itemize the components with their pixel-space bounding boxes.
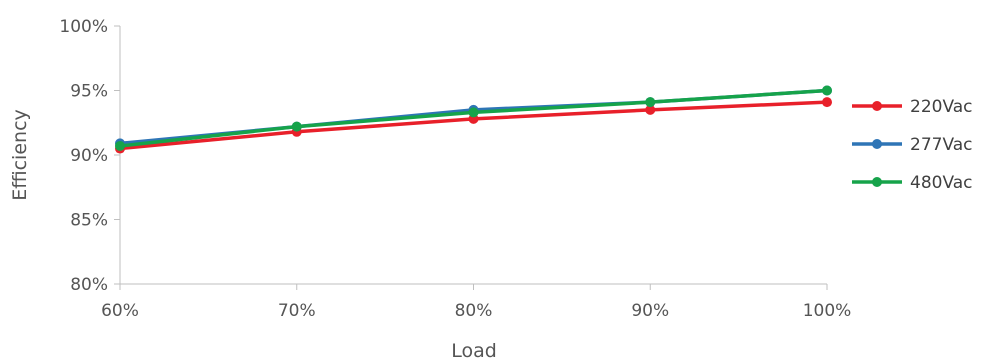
legend-item: 220Vac	[852, 97, 973, 117]
data-point	[645, 97, 656, 108]
legend-swatch-marker	[872, 139, 882, 149]
legend-swatch-marker	[872, 101, 882, 111]
legend: 220Vac 277Vac 480Vac	[852, 97, 973, 193]
series-480Vac	[115, 85, 832, 151]
y-axis-title: Efficiency	[9, 109, 31, 201]
y-tick-group: 80% 85% 90% 95% 100%	[59, 17, 120, 295]
legend-item: 277Vac	[852, 135, 973, 155]
x-tick-label: 70%	[278, 301, 316, 321]
legend-item: 480Vac	[852, 173, 973, 193]
legend-label: 480Vac	[910, 173, 973, 193]
x-tick-label: 60%	[101, 301, 139, 321]
x-tick-label: 80%	[455, 301, 493, 321]
legend-label: 220Vac	[910, 97, 973, 117]
x-tick-label: 90%	[631, 301, 669, 321]
y-tick-label: 90%	[70, 146, 108, 166]
data-point	[291, 121, 302, 132]
x-tick-label: 100%	[803, 301, 852, 321]
y-tick-label: 80%	[70, 275, 108, 295]
y-tick-label: 85%	[70, 211, 108, 231]
x-tick-group: 60% 70% 80% 90% 100%	[101, 284, 851, 321]
legend-swatch-marker	[872, 177, 882, 187]
x-axis-title: Load	[451, 340, 497, 362]
data-point	[645, 104, 656, 115]
y-tick-label: 95%	[70, 82, 108, 102]
data-point	[468, 107, 479, 118]
data-point	[822, 97, 832, 108]
data-point	[822, 85, 832, 96]
y-tick-label: 100%	[59, 17, 108, 37]
series-group	[115, 85, 832, 154]
data-point	[115, 140, 125, 151]
legend-label: 277Vac	[910, 135, 973, 155]
